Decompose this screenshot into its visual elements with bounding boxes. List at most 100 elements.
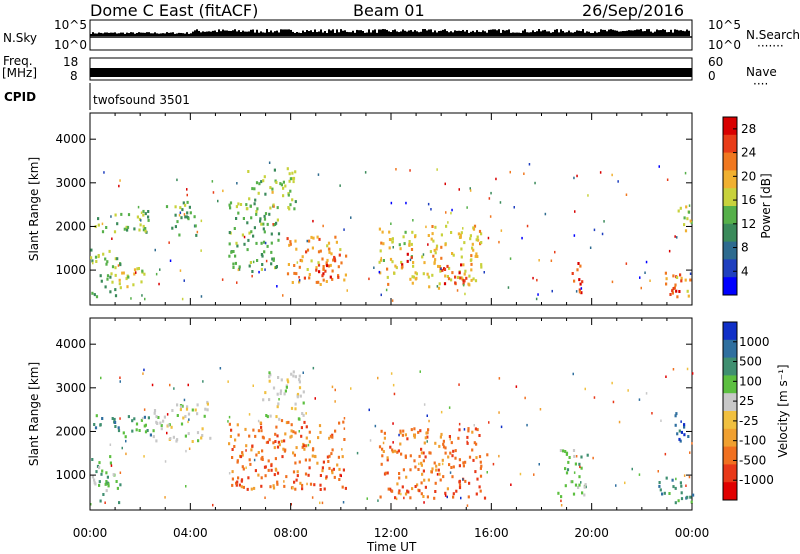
- power-cell: [490, 191, 492, 195]
- velocity-cell: [179, 408, 182, 412]
- power-cell: [343, 228, 345, 231]
- velocity-cell: [294, 431, 297, 435]
- power-cell: [289, 203, 292, 207]
- power-cell: [435, 247, 438, 251]
- velocity-cell: [418, 462, 420, 466]
- nsky-bar: [650, 31, 652, 36]
- nsky-bar: [176, 33, 178, 36]
- nsky-bar: [396, 31, 398, 36]
- velocity-cell: [184, 434, 187, 438]
- velocity-cell: [500, 425, 503, 429]
- velocity-cell: [665, 375, 667, 378]
- power-cell: [259, 217, 262, 221]
- velocity-cell: [571, 480, 574, 484]
- power-cell: [312, 219, 314, 223]
- power-cell: [143, 272, 146, 276]
- power-cell: [434, 225, 437, 229]
- power-cell: [158, 282, 160, 286]
- velocity-cell: [418, 489, 421, 493]
- velocity-cell: [245, 444, 248, 448]
- velocity-cell: [254, 434, 257, 438]
- power-cell: [256, 259, 259, 262]
- power-cell: [466, 206, 468, 209]
- power-cell: [135, 271, 137, 274]
- power-cell: [179, 269, 182, 272]
- velocity-cell: [472, 458, 475, 462]
- power-cell: [296, 261, 299, 264]
- power-cell: [277, 232, 281, 236]
- velocity-cell: [338, 478, 341, 481]
- nsky-bar: [582, 29, 584, 36]
- velocity-cell: [295, 478, 298, 482]
- nsky-bar: [408, 30, 410, 36]
- velocity-cell: [426, 414, 428, 417]
- velocity-cell: [293, 453, 296, 457]
- velocity-cell: [156, 422, 159, 425]
- velocity-cell: [327, 460, 330, 463]
- power-cell: [255, 181, 259, 185]
- power-cell: [399, 247, 402, 251]
- nsky-bar: [618, 31, 620, 36]
- velocity-cell: [328, 436, 331, 440]
- velocity-cell: [331, 471, 334, 475]
- velocity-cell: [328, 466, 331, 470]
- power-cell: [286, 272, 290, 276]
- nsky-bar: [598, 32, 600, 36]
- velocity-cell: [175, 439, 178, 443]
- power-cell: [334, 259, 337, 263]
- velocity-cell: [680, 430, 683, 434]
- velocity-cell: [262, 398, 265, 402]
- power-cell: [339, 184, 341, 187]
- velocity-cell: [478, 455, 482, 459]
- velocity-cell: [691, 372, 694, 375]
- nsky-bar: [462, 29, 464, 36]
- power-cell: [114, 257, 117, 261]
- velocity-cell: [645, 392, 648, 395]
- power-cell: [446, 264, 449, 268]
- velocity-cell: [343, 427, 346, 430]
- nsky-bar: [464, 31, 466, 36]
- velocity-cell: [631, 467, 633, 471]
- power-cell: [179, 206, 182, 210]
- velocity-cell: [119, 380, 121, 383]
- velocity-cell: [449, 451, 452, 455]
- velocity-cell: [176, 414, 179, 417]
- power-cell: [447, 277, 451, 281]
- power-cell: [118, 184, 120, 188]
- power-cell: [412, 219, 414, 222]
- velocity-cell: [188, 418, 190, 421]
- power-cell: [262, 227, 265, 231]
- power-cell: [186, 200, 189, 204]
- power-cell: [579, 282, 582, 286]
- velocity-cell: [94, 426, 98, 430]
- velocity-cell: [340, 474, 342, 478]
- velocity-cell: [240, 479, 243, 483]
- power-cell: [269, 206, 272, 210]
- velocity-cell: [105, 489, 108, 493]
- power-cell: [460, 255, 463, 259]
- nsky-bar: [450, 31, 452, 36]
- velocity-cell: [341, 485, 344, 489]
- velocity-cell: [423, 403, 426, 406]
- velocity-cell: [458, 458, 461, 462]
- power-cell: [255, 212, 258, 216]
- velocity-cell: [566, 468, 570, 472]
- power-cell: [101, 230, 105, 234]
- power-cell: [260, 267, 263, 271]
- nsky-bar: [510, 32, 512, 36]
- velocity-cell: [565, 452, 568, 456]
- power-cell: [523, 172, 525, 175]
- power-colorbar-label: Power [dB]: [759, 173, 773, 238]
- power-cell: [429, 250, 432, 254]
- nsky-bar: [610, 29, 612, 36]
- power-cell: [480, 232, 483, 236]
- y-tick-label: 3000: [55, 176, 86, 190]
- power-cell: [159, 268, 161, 271]
- power-cell: [311, 246, 314, 250]
- nsky-bar: [188, 33, 190, 36]
- velocity-cell: [564, 467, 567, 471]
- nsky-bar: [684, 31, 686, 36]
- power-cell: [436, 285, 439, 288]
- nsky-bar: [460, 30, 462, 36]
- power-cell: [237, 202, 240, 206]
